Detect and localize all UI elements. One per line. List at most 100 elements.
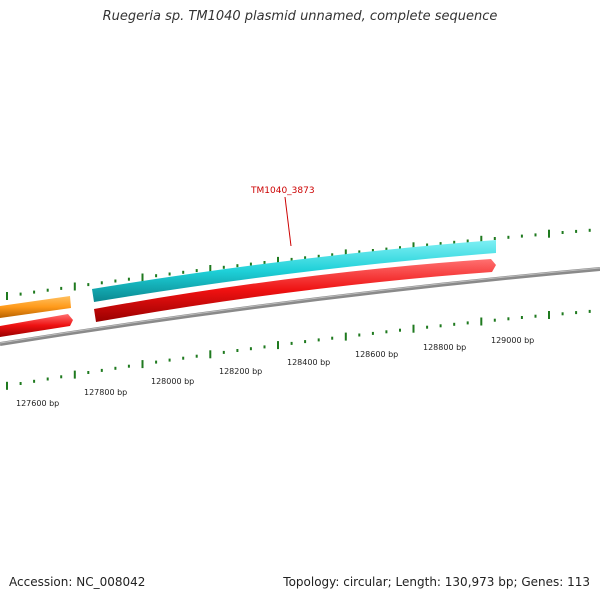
outer-tick: [480, 235, 483, 244]
outer-tick-track: [6, 228, 591, 300]
outer-tick: [114, 279, 117, 283]
outer-tick: [87, 283, 90, 287]
cyan-gene[interactable]: [92, 240, 496, 302]
map-title: Ruegeria sp. TM1040 plasmid unnamed, com…: [102, 9, 498, 24]
scale-label: 128200 bp: [219, 367, 262, 376]
outer-tick: [588, 228, 591, 232]
outer-tick: [100, 281, 103, 285]
inner-tick: [209, 350, 212, 359]
outer-tick: [358, 250, 361, 254]
inner-tick: [493, 318, 496, 322]
outer-tick: [507, 235, 510, 239]
outer-tick: [466, 239, 469, 243]
inner-tick: [87, 371, 90, 374]
outer-tick: [222, 265, 225, 269]
outer-tick: [548, 229, 550, 238]
scale-label: 128800 bp: [423, 343, 466, 352]
outer-tick: [46, 288, 49, 292]
outer-tick: [304, 256, 307, 260]
scale-label: 128000 bp: [151, 377, 194, 386]
inner-tick: [548, 311, 550, 319]
outer-tick: [73, 282, 76, 291]
scale-label: 127600 bp: [16, 399, 59, 408]
inner-tick: [19, 382, 22, 385]
outer-tick: [575, 229, 578, 233]
inner-tick: [222, 350, 225, 354]
inner-tick: [263, 345, 266, 349]
outer-tick: [453, 240, 456, 244]
outer-tick: [385, 247, 388, 251]
outer-tick: [182, 270, 185, 274]
inner-tick: [399, 328, 401, 332]
inner-tick: [426, 325, 429, 329]
inner-tick: [358, 333, 361, 337]
outer-tick: [155, 274, 158, 278]
inner-tick: [385, 330, 388, 334]
outer-tick: [412, 242, 415, 251]
inner-tick: [195, 354, 198, 358]
outer-tick: [263, 261, 266, 264]
outer-tick: [344, 249, 347, 258]
outer-tick: [33, 290, 36, 294]
inner-tick: [114, 366, 117, 370]
inner-tick: [317, 338, 320, 342]
inner-tick: [46, 377, 49, 381]
inner-tick: [534, 314, 537, 318]
inner-tick: [371, 331, 374, 335]
inner-tick: [33, 379, 36, 383]
red-gene-right[interactable]: [94, 259, 496, 322]
outer-tick: [195, 269, 198, 273]
inner-tick: [331, 336, 334, 340]
outer-tick: [561, 231, 564, 234]
inner-tick: [466, 321, 469, 325]
inner-tick: [588, 309, 591, 313]
inner-tick: [168, 358, 171, 362]
gene-label-tm1040-3873[interactable]: TM1040_3873: [250, 186, 315, 196]
outer-tick: [520, 234, 523, 238]
outer-tick: [331, 253, 334, 257]
inner-tick: [412, 324, 415, 333]
outer-tick: [209, 265, 212, 273]
orange-gene[interactable]: [0, 296, 71, 318]
inner-tick: [182, 356, 185, 360]
plasmid-backbone-highlight: [0, 267, 600, 344]
plasmid-backbone: [0, 267, 600, 346]
scale-label: 128600 bp: [355, 350, 398, 359]
inner-tick: [100, 368, 103, 372]
inner-tick: [155, 360, 158, 364]
outer-tick: [493, 237, 496, 240]
inner-tick-track: [6, 309, 591, 390]
outer-tick: [6, 292, 8, 300]
inner-tick: [561, 312, 564, 316]
inner-tick: [73, 370, 76, 379]
accession-text: Accession: NC_008042: [9, 575, 146, 589]
outer-tick: [426, 243, 429, 247]
red-gene-left[interactable]: [0, 314, 73, 337]
inner-tick: [277, 341, 279, 350]
inner-tick: [453, 322, 456, 326]
inner-tick: [507, 317, 510, 321]
inner-tick: [249, 347, 252, 351]
outer-tick: [141, 273, 144, 282]
inner-tick: [236, 349, 239, 352]
outer-tick: [439, 242, 442, 246]
inner-tick: [60, 375, 63, 379]
outer-tick: [236, 264, 239, 268]
gene-label-leader-line: [284, 196, 292, 247]
outer-tick: [399, 246, 401, 250]
outer-tick: [60, 286, 63, 290]
inner-tick: [127, 364, 130, 368]
inner-tick: [141, 360, 144, 369]
inner-tick: [6, 381, 8, 390]
sequence-summary-text: Topology: circular; Length: 130,973 bp; …: [283, 575, 590, 589]
scale-label: 129000 bp: [491, 336, 534, 345]
scale-label: 128400 bp: [287, 358, 330, 367]
outer-tick: [290, 257, 293, 261]
outer-tick: [249, 262, 252, 266]
inner-tick: [575, 311, 578, 315]
outer-tick: [534, 233, 537, 237]
inner-tick: [344, 332, 347, 341]
outer-tick: [19, 292, 22, 296]
inner-tick: [439, 324, 442, 328]
